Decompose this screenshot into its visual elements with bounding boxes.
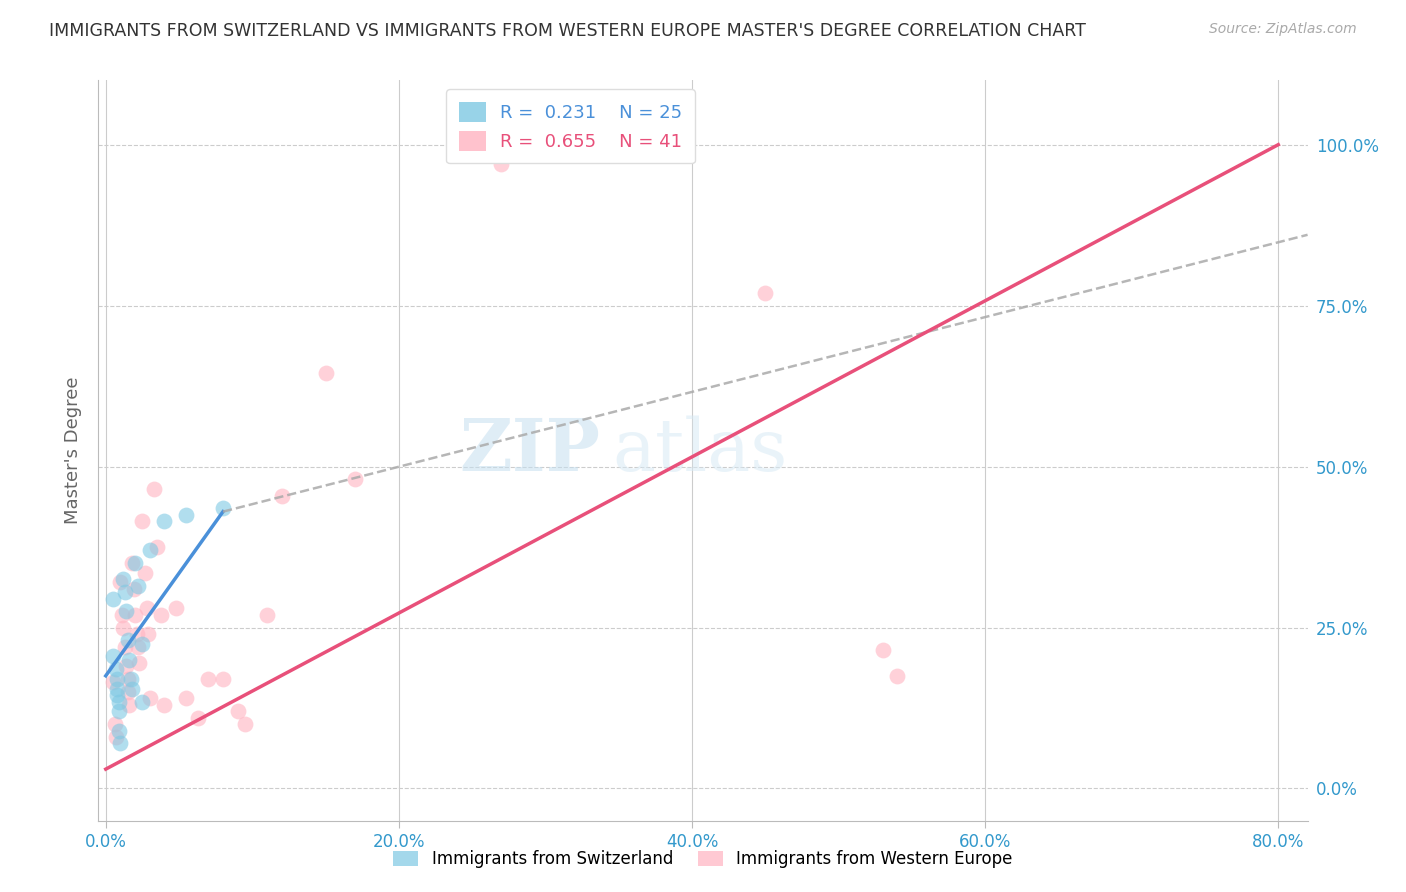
Point: [117, 672, 139, 686]
Point: [117, 685, 139, 699]
Point: [226, 704, 249, 718]
Point: [101, 675, 124, 690]
Point: [108, 694, 131, 708]
Point: [153, 514, 176, 528]
Point: [101, 591, 124, 606]
Text: IMMIGRANTS FROM SWITZERLAND VS IMMIGRANTS FROM WESTERN EUROPE MASTER'S DEGREE CO: IMMIGRANTS FROM SWITZERLAND VS IMMIGRANT…: [49, 22, 1085, 40]
Point: [131, 514, 153, 528]
Point: [176, 508, 198, 522]
Point: [143, 482, 166, 496]
Legend: R =  0.231    N = 25, R =  0.655    N = 41: R = 0.231 N = 25, R = 0.655 N = 41: [446, 89, 695, 163]
Point: [212, 501, 235, 516]
Point: [118, 653, 141, 667]
Text: atlas: atlas: [613, 415, 787, 486]
Point: [343, 472, 366, 486]
Point: [121, 556, 143, 570]
Point: [125, 627, 148, 641]
Point: [754, 285, 776, 300]
Point: [101, 649, 124, 664]
Point: [115, 604, 138, 618]
Point: [131, 694, 153, 708]
Point: [212, 672, 235, 686]
Point: [115, 659, 138, 673]
Point: [121, 681, 143, 696]
Point: [127, 579, 149, 593]
Point: [114, 640, 136, 654]
Point: [187, 711, 209, 725]
Point: [110, 736, 132, 750]
Point: [138, 543, 160, 558]
Point: [114, 585, 136, 599]
Point: [105, 662, 128, 676]
Point: [315, 366, 337, 380]
Point: [233, 717, 256, 731]
Point: [107, 681, 129, 696]
Point: [108, 723, 131, 738]
Point: [108, 704, 131, 718]
Point: [176, 691, 198, 706]
Y-axis label: Master's Degree: Master's Degree: [65, 376, 83, 524]
Point: [105, 730, 128, 744]
Point: [153, 698, 176, 712]
Legend: Immigrants from Switzerland, Immigrants from Western Europe: Immigrants from Switzerland, Immigrants …: [387, 844, 1019, 875]
Point: [122, 582, 145, 596]
Point: [197, 672, 219, 686]
Point: [107, 672, 129, 686]
Point: [107, 688, 129, 702]
Point: [136, 627, 159, 641]
Point: [127, 640, 149, 654]
Point: [128, 656, 150, 670]
Point: [112, 620, 135, 634]
Point: [124, 607, 146, 622]
Point: [491, 157, 513, 171]
Point: [117, 633, 139, 648]
Point: [886, 669, 908, 683]
Point: [138, 691, 160, 706]
Point: [134, 566, 156, 580]
Point: [118, 698, 141, 712]
Point: [124, 556, 146, 570]
Point: [150, 607, 173, 622]
Text: ZIP: ZIP: [460, 415, 600, 486]
Point: [135, 601, 157, 615]
Point: [131, 637, 153, 651]
Point: [103, 717, 125, 731]
Point: [872, 643, 894, 657]
Point: [110, 575, 132, 590]
Point: [112, 572, 135, 586]
Point: [270, 489, 292, 503]
Point: [256, 607, 278, 622]
Point: [146, 540, 169, 554]
Point: [111, 607, 134, 622]
Text: Source: ZipAtlas.com: Source: ZipAtlas.com: [1209, 22, 1357, 37]
Point: [165, 601, 187, 615]
Point: [120, 672, 142, 686]
